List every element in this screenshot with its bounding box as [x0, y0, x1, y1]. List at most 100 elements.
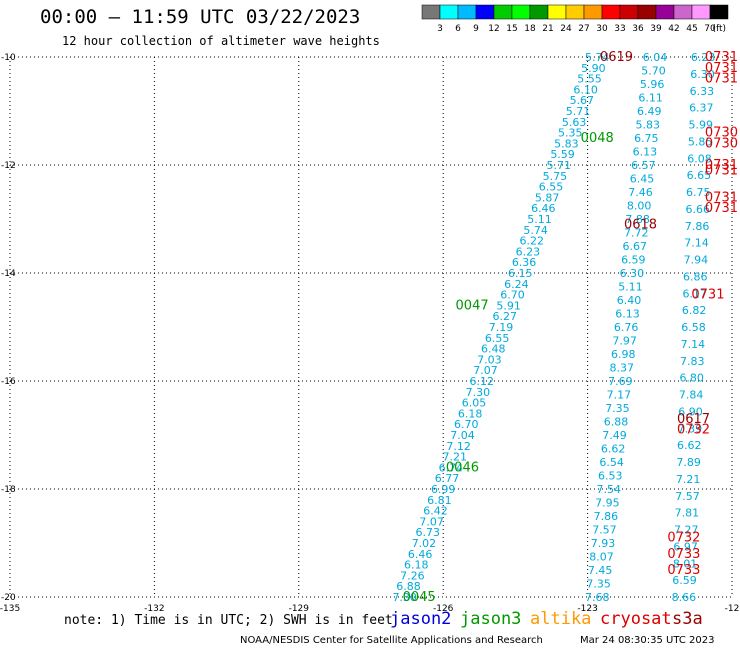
pass-time-label: 0731: [705, 50, 738, 65]
y-tick-label: -12: [1, 161, 16, 171]
swh-label-track-b: 7.57: [592, 524, 617, 537]
swh-label-track-a: 5.11: [527, 213, 552, 226]
swh-label-track-c: 6.62: [677, 439, 702, 452]
colorbar-tick-label: 6: [455, 24, 461, 34]
pass-time-label: 0618: [624, 217, 657, 232]
swh-label-track-a: 5.90: [581, 62, 606, 75]
pass-time-label: 0731: [705, 61, 738, 76]
colorbar-tick-label: 15: [506, 24, 517, 34]
swh-label-track-b: 6.67: [623, 240, 648, 253]
swh-label-track-b: 7.46: [628, 186, 653, 199]
swh-label-track-c: 6.59: [672, 574, 697, 587]
swh-label-track-a: 5.55: [577, 73, 602, 86]
swh-label-track-a: 6.55: [485, 332, 510, 345]
swh-label-track-b: 8.07: [589, 551, 614, 564]
colorbar-tick-label: 70: [704, 24, 716, 34]
swh-label-track-b: 5.83: [636, 119, 661, 132]
swh-label-track-a: 6.70: [500, 289, 525, 302]
swh-label-track-b: 6.62: [601, 443, 626, 456]
swh-label-track-b: 5.11: [618, 281, 643, 294]
colorbar-tick-label: 12: [488, 24, 499, 34]
swh-label-track-a: 7.12: [446, 440, 471, 453]
pass-time-label: 0617: [677, 412, 710, 427]
swh-label-track-c: 6.65: [687, 169, 712, 182]
colorbar-tick-label: 30: [596, 24, 608, 34]
swh-label-track-a: 5.91: [496, 299, 521, 312]
swh-label-track-b: 6.76: [614, 321, 639, 334]
swh-label-track-a: 7.19: [489, 321, 514, 334]
swh-label-track-c: 6.82: [682, 304, 707, 317]
colorbar-tick-label: 21: [542, 24, 553, 34]
colorbar-swatch: [421, 4, 441, 20]
swh-label-track-c: 7.57: [675, 490, 700, 503]
swh-label-track-b: 6.49: [637, 105, 662, 118]
swh-label-track-c: 6.80: [679, 372, 704, 385]
pass-time-label: 0731: [705, 163, 738, 178]
swh-label-track-b: 7.68: [585, 591, 610, 604]
swh-label-track-b: 6.13: [633, 146, 658, 159]
swh-label-track-a: 5.87: [535, 191, 560, 204]
y-tick-label: -20: [1, 593, 16, 603]
swh-label-track-c: 7.39: [678, 422, 703, 435]
x-tick-label: -129: [289, 604, 310, 614]
swh-label-track-b: 6.04: [643, 51, 668, 64]
swh-label-track-a: 6.36: [512, 256, 537, 269]
colorbar-tick-label: 3: [437, 24, 443, 34]
swh-label-track-a: 6.22: [520, 235, 545, 248]
swh-label-track-c: 7.27: [674, 524, 699, 537]
swh-label-track-a: 5.74: [523, 224, 548, 237]
x-tick-label: -123: [577, 604, 597, 614]
swh-label-track-b: 7.86: [594, 510, 619, 523]
swh-label-track-a: 6.74: [439, 461, 464, 474]
swh-label-track-b: 6.45: [630, 173, 655, 186]
pass-time-label: 0732: [667, 531, 700, 546]
swh-label-track-a: 6.70: [454, 418, 479, 431]
legend-altika: altika: [530, 609, 592, 629]
swh-label-track-a: 6.12: [469, 375, 494, 388]
swh-label-track-a: 6.18: [404, 559, 429, 572]
swh-label-track-b: 6.40: [617, 294, 642, 307]
chart-title: 00:00 – 11:59 UTC 03/22/2023: [40, 6, 361, 28]
colorbar-swatch: [493, 4, 513, 20]
colorbar-tick-label: 18: [524, 24, 536, 34]
swh-label-track-c: 7.86: [685, 220, 710, 233]
swh-label-track-b: 5.70: [641, 65, 666, 78]
pass-time-label: 0619: [600, 50, 633, 65]
pass-time-label: 0048: [581, 131, 614, 146]
swh-label-track-c: 7.84: [679, 389, 704, 402]
y-tick-label: -10: [1, 53, 16, 63]
pass-time-label: 0045: [403, 590, 436, 605]
swh-label-track-a: 7.21: [443, 451, 468, 464]
swh-label-track-b: 6.13: [615, 308, 640, 321]
swh-label-track-a: 6.05: [462, 397, 487, 410]
swh-label-track-a: 6.24: [504, 278, 529, 291]
swh-label-track-c: 8.01: [673, 557, 698, 570]
swh-label-track-b: 7.49: [602, 429, 627, 442]
swh-label-track-b: 6.57: [631, 159, 656, 172]
pass-time-label: 0046: [446, 460, 479, 475]
x-tick-label: -135: [0, 604, 20, 614]
swh-label-track-a: 5.67: [570, 94, 595, 107]
legend-s3a: s3a: [672, 609, 703, 629]
swh-label-track-c: 5.85: [688, 135, 713, 148]
swh-label-track-a: 7.07: [473, 364, 498, 377]
swh-label-track-b: 6.75: [634, 132, 659, 145]
swh-label-track-b: 7.95: [595, 497, 620, 510]
pass-time-label: 0733: [667, 563, 700, 578]
swh-label-track-b: 7.93: [591, 537, 616, 550]
swh-label-track-c: 7.83: [680, 355, 705, 368]
pass-time-label: 0731: [705, 190, 738, 205]
swh-label-track-c: 7.14: [681, 338, 706, 351]
swh-label-track-a: 6.23: [516, 245, 541, 258]
chart-subtitle: 12 hour collection of altimeter wave hei…: [62, 34, 380, 48]
swh-label-track-a: 7.26: [400, 569, 425, 582]
legend-jason3: jason3: [460, 609, 522, 629]
swh-label-track-a: 7.30: [392, 591, 417, 604]
swh-label-track-b: 7.88: [625, 213, 650, 226]
colorbar-tick-label: 45: [686, 24, 697, 34]
colorbar-tick-label: 27: [578, 24, 589, 34]
swh-label-track-b: 6.30: [620, 267, 645, 280]
swh-label-track-c: 7.94: [684, 254, 709, 267]
swh-label-track-a: 6.10: [573, 83, 598, 96]
